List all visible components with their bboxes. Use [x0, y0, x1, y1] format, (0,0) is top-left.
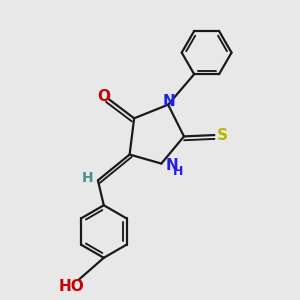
Text: H: H: [173, 165, 184, 178]
Text: N: N: [163, 94, 176, 110]
Text: S: S: [217, 128, 228, 142]
Text: N: N: [165, 158, 178, 173]
Text: H: H: [82, 171, 94, 184]
Text: HO: HO: [59, 279, 85, 294]
Text: O: O: [97, 89, 110, 104]
